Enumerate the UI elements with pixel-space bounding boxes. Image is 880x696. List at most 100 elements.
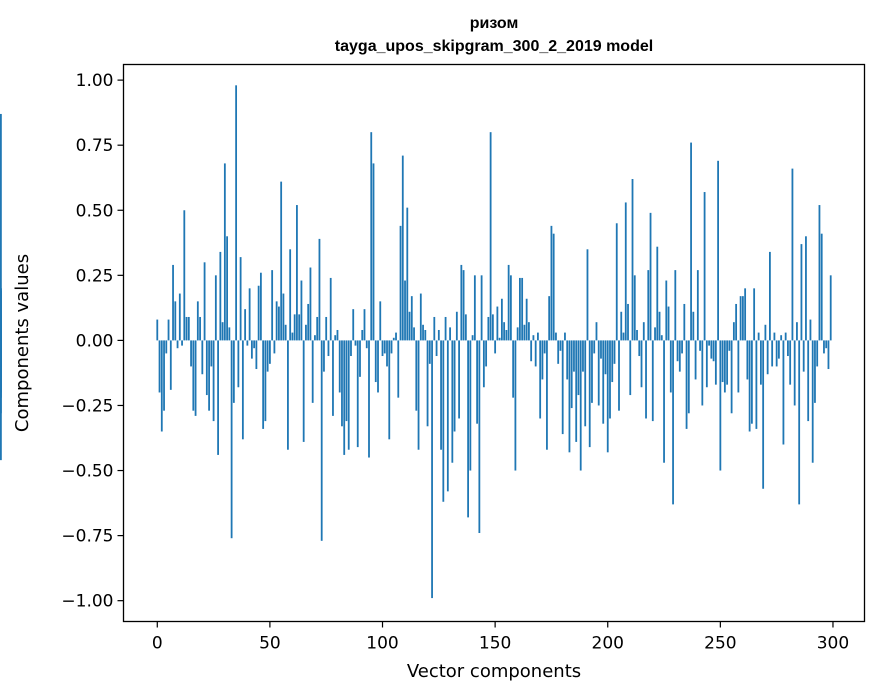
bar (464, 314, 467, 341)
bar (370, 132, 373, 341)
bar (829, 275, 832, 341)
bar (212, 340, 215, 422)
bar (275, 301, 278, 341)
bar (241, 340, 244, 440)
bar (323, 340, 325, 372)
bar (377, 340, 379, 393)
bar (769, 251, 771, 341)
bar (550, 225, 553, 341)
bar (678, 340, 681, 372)
bar (327, 340, 330, 357)
bar (424, 329, 427, 341)
bar (255, 340, 258, 370)
bar (618, 340, 620, 411)
y-tick-label: −1.00 (61, 592, 113, 612)
plot-frame (122, 63, 866, 623)
bar (694, 340, 697, 380)
bar (800, 244, 803, 341)
bar (543, 340, 546, 354)
bar (802, 340, 805, 372)
bar (347, 340, 350, 450)
bar (415, 340, 418, 411)
bar (341, 340, 343, 427)
bar (735, 303, 738, 341)
bar (566, 340, 569, 380)
bar (300, 280, 303, 341)
bar (807, 340, 810, 422)
bar (307, 303, 310, 341)
bar (712, 340, 715, 362)
y-tick-label: −0.50 (61, 462, 113, 482)
bar (185, 316, 188, 341)
bar (428, 340, 431, 364)
x-tick-label: 50 (259, 634, 281, 654)
bar (773, 332, 776, 341)
bar (368, 340, 370, 458)
bar (458, 340, 460, 419)
bar (611, 340, 614, 383)
chart-subtitle: tayga_upos_skipgram_300_2_2019 model (335, 38, 653, 55)
bar (748, 340, 751, 432)
y-tick-label: 0.00 (76, 331, 114, 351)
bar (271, 270, 274, 341)
bar (291, 332, 294, 341)
bar (325, 316, 328, 341)
bar (237, 340, 240, 388)
bar (750, 340, 753, 424)
bar (314, 335, 316, 341)
bar (791, 168, 794, 341)
bar (755, 340, 758, 429)
bar (176, 340, 179, 349)
bar (406, 207, 409, 341)
bar (480, 275, 483, 341)
bar (602, 340, 605, 424)
bar (705, 340, 708, 388)
bar (757, 332, 760, 341)
bar (178, 293, 181, 341)
bar (651, 340, 654, 422)
bar (419, 293, 422, 341)
bar (575, 340, 578, 442)
bar (555, 332, 557, 341)
bar (726, 340, 729, 385)
bar (388, 340, 391, 440)
bar (381, 340, 384, 357)
bar (336, 329, 339, 341)
x-tick-label: 200 (592, 634, 624, 654)
bar (624, 202, 627, 341)
bar (780, 335, 783, 341)
bar (489, 132, 492, 341)
bar (205, 340, 208, 396)
bar (287, 340, 289, 450)
bar (269, 340, 271, 364)
bar (534, 340, 537, 367)
bar (593, 340, 596, 354)
bar (620, 311, 623, 341)
bar (156, 319, 159, 341)
bar (732, 322, 735, 341)
bar (471, 335, 474, 341)
bar (505, 329, 508, 341)
y-axis-ticks: 1.00 0.75 0.50 0.25 0.00 −0.25 −0.50 −0.75 −1.00 (61, 71, 124, 612)
bar (825, 340, 828, 349)
bar (701, 340, 704, 406)
bar (282, 293, 285, 341)
bar (0, 113, 2, 341)
bar (784, 332, 787, 341)
bar (158, 340, 161, 393)
bar (811, 340, 814, 463)
bar (350, 340, 352, 357)
bar (710, 340, 713, 359)
bar (500, 298, 503, 341)
bar (532, 335, 535, 341)
x-tick-label: 150 (479, 634, 511, 654)
bar (487, 316, 490, 341)
bar (345, 340, 348, 422)
bar (426, 340, 429, 427)
bar (433, 316, 436, 341)
bar (638, 340, 641, 357)
bar (613, 340, 616, 364)
chart-title: ризом (470, 15, 519, 32)
bar (244, 309, 247, 341)
bar (0, 340, 2, 461)
